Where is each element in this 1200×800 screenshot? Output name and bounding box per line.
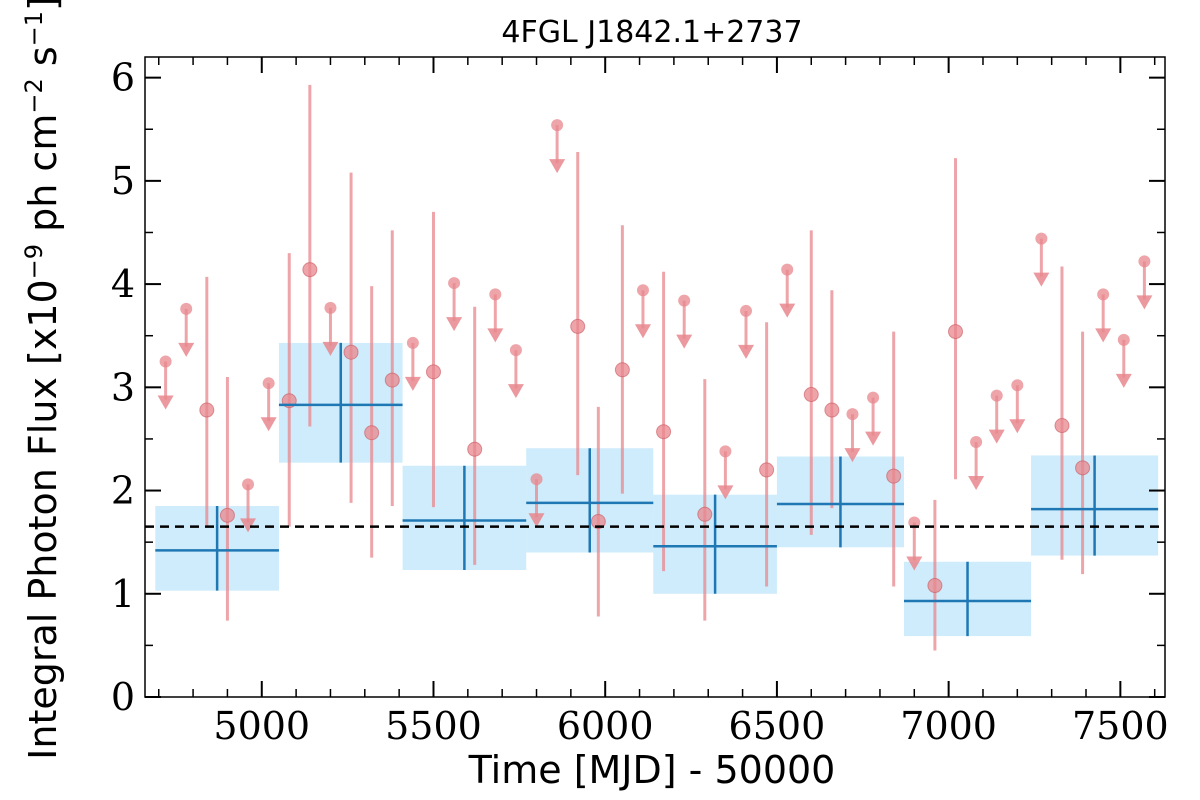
x-axis-label: Time [MJD] - 50000: [468, 748, 836, 792]
upper-limit-arrow: [988, 429, 1005, 444]
upper-limit-point: [1097, 288, 1110, 301]
upper-limit-arrow: [1033, 272, 1050, 287]
upper-limit-arrow: [507, 384, 524, 399]
y-axis-label: Integral Photon Flux [x10−9 ph cm−2 s−1]: [20, 0, 65, 760]
fine-bin-point: [364, 425, 380, 441]
plot-area: [145, 84, 1165, 651]
upper-limit-arrow: [738, 344, 755, 359]
upper-limit-point: [448, 277, 461, 290]
y-tick-label: 6: [111, 56, 135, 100]
y-tick-label: 5: [111, 159, 135, 203]
y-tick-label: 3: [111, 365, 135, 409]
fine-bin-point: [656, 424, 672, 440]
y-axis-label-exponent-2: −2: [20, 78, 48, 113]
upper-limit-arrow: [844, 448, 861, 463]
upper-limit-arrow: [240, 518, 257, 533]
upper-limit-point: [846, 408, 859, 421]
x-tick-label: 6500: [729, 704, 826, 748]
fine-bin-point: [697, 506, 713, 522]
upper-limit-point: [636, 284, 649, 297]
upper-limit-point: [1011, 379, 1024, 392]
upper-limit-point: [1035, 232, 1048, 245]
upper-limit-point: [324, 301, 337, 314]
y-tick-label: 1: [111, 572, 135, 616]
upper-limit-point: [990, 389, 1003, 402]
fine-bin-point: [824, 402, 840, 418]
fine-bin-point: [1075, 460, 1091, 476]
y-tick-label: 0: [111, 675, 135, 719]
upper-limit-point: [719, 445, 732, 458]
upper-limit-arrow: [178, 342, 195, 357]
upper-limit-point: [970, 436, 983, 449]
upper-limit-point: [551, 119, 564, 132]
fine-bin-point: [302, 262, 318, 278]
y-axis-label-prefix: Integral Photon Flux [x10: [21, 279, 65, 760]
upper-limit-arrow: [717, 485, 734, 500]
fine-bin-point: [425, 364, 441, 380]
upper-limit-arrow: [676, 334, 693, 349]
fine-bin-point: [948, 324, 964, 340]
fine-bin-point: [886, 468, 902, 484]
upper-limit-point: [678, 294, 691, 307]
plot-frame: [144, 56, 1166, 698]
y-tick-label: 2: [111, 469, 135, 513]
fine-bin-point: [467, 441, 483, 457]
x-tick-label: 5500: [385, 704, 482, 748]
upper-limit-arrow: [487, 328, 504, 343]
fine-bin-point: [199, 402, 215, 418]
upper-limit-point: [1138, 255, 1151, 268]
upper-limit-arrow: [1095, 328, 1112, 343]
upper-limit-arrow: [404, 376, 421, 391]
y-axis-label-suffix: ]: [21, 0, 65, 11]
upper-limit-arrow: [865, 431, 882, 446]
fine-bin-point: [590, 514, 606, 530]
fine-bin-point: [1054, 418, 1070, 434]
y-axis-label-unit-1: ph cm: [21, 114, 65, 244]
upper-limit-point: [406, 336, 419, 349]
axes: 5000 5500 6000 6500 7000 7500 0 1 2 3 4 5 6: [111, 56, 1169, 748]
fine-bin-point: [384, 372, 400, 388]
upper-limit-point: [242, 478, 255, 491]
upper-limit-arrow: [906, 556, 923, 571]
upper-limit-point: [262, 377, 275, 390]
upper-limit-point: [489, 288, 502, 301]
upper-limit-point: [781, 263, 794, 276]
fine-bin-point: [803, 387, 819, 403]
chart-title: 4FGL J1842.1+2737: [501, 15, 802, 50]
upper-limit-arrow: [157, 395, 174, 410]
upper-limit-arrow: [779, 303, 796, 318]
upper-limit-arrow: [968, 476, 985, 491]
x-tick-label: 7000: [900, 704, 997, 748]
fine-bin-point: [927, 578, 943, 594]
y-axis-label-exponent-3: −1: [20, 11, 48, 46]
upper-limit-point: [740, 304, 753, 317]
upper-limit-point: [509, 344, 522, 357]
upper-limit-arrow: [1009, 419, 1026, 434]
upper-limit-point: [180, 302, 193, 315]
x-tick-label: 7500: [1072, 704, 1169, 748]
upper-limit-arrow: [634, 324, 651, 339]
fine-bin-point: [570, 318, 586, 334]
upper-limit-point: [1117, 333, 1130, 346]
fine-bin-point: [614, 362, 630, 378]
fine-bin-point: [219, 507, 235, 523]
upper-limit-point: [867, 391, 880, 404]
fine-bin-point: [759, 462, 775, 478]
y-axis-label-exponent-1: −9: [20, 244, 48, 279]
fine-bin-point: [343, 344, 359, 360]
x-tick-label: 6000: [557, 704, 654, 748]
upper-limit-arrow: [260, 417, 277, 432]
upper-limit-point: [159, 355, 172, 368]
x-tick-label: 5000: [213, 704, 310, 748]
upper-limit-point: [530, 473, 543, 486]
upper-limit-arrow: [528, 513, 545, 528]
upper-limit-arrow: [1115, 373, 1132, 388]
upper-limit-arrow: [446, 317, 463, 332]
upper-limit-arrow: [549, 159, 566, 174]
y-tick-label: 4: [111, 262, 135, 306]
upper-limit-arrow: [1136, 295, 1153, 310]
upper-limit-arrow: [322, 341, 339, 356]
y-axis-label-unit-2: s: [21, 46, 65, 78]
